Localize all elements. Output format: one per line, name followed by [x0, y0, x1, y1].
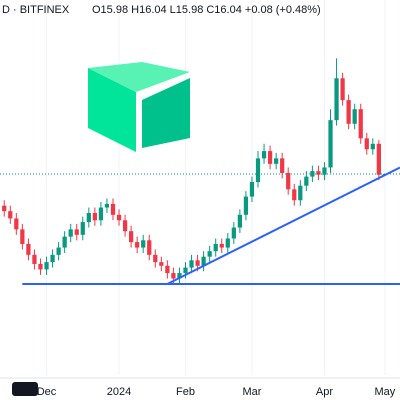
candle-body	[316, 171, 321, 175]
candle-body	[358, 109, 363, 139]
neo-logo	[88, 62, 190, 152]
candle-body	[213, 243, 218, 252]
tv-logo	[12, 382, 38, 396]
candle-body	[122, 220, 128, 232]
candle-body	[129, 231, 134, 243]
candle-body	[340, 78, 345, 101]
candle-body	[189, 260, 194, 268]
candle-body	[225, 238, 230, 248]
candle-body	[328, 120, 333, 168]
candle-body	[98, 207, 104, 221]
candle-body	[26, 243, 31, 255]
candle-body	[231, 227, 236, 239]
candle-body	[135, 242, 140, 248]
candle-body	[376, 143, 381, 175]
candle-body	[116, 214, 122, 221]
candle-body	[261, 151, 267, 159]
candle-body	[370, 143, 375, 150]
candle-body	[195, 260, 200, 266]
candle-body	[207, 251, 212, 257]
candle-body	[304, 176, 309, 186]
candle-body	[255, 158, 261, 183]
symbol: D · BITFINEX	[2, 4, 70, 16]
candle-body	[346, 100, 351, 124]
candle-body	[2, 205, 7, 212]
candle-body	[68, 229, 73, 237]
candle-body	[298, 185, 303, 201]
candle-body	[32, 254, 37, 264]
candle-body	[104, 203, 110, 208]
candle-body	[159, 262, 164, 266]
candle-body	[80, 222, 85, 235]
candle-body	[364, 138, 369, 150]
candle-body	[50, 254, 55, 263]
x-tick-label: Feb	[176, 386, 195, 398]
candle-body	[74, 229, 79, 235]
candle-body	[237, 214, 242, 228]
candle-body	[177, 273, 182, 279]
candle-body	[86, 212, 91, 223]
plot-area	[0, 0, 400, 375]
candle-body	[8, 211, 13, 219]
candle-body	[147, 240, 152, 255]
candle-body	[249, 182, 255, 197]
candle-body	[352, 109, 357, 124]
candle-body	[219, 243, 224, 248]
candle-body	[141, 240, 146, 248]
candle-body	[274, 158, 279, 164]
candle-body	[110, 203, 116, 215]
candle-body	[286, 172, 291, 190]
candle-body	[201, 256, 206, 266]
candle-body	[243, 196, 249, 215]
candle-body	[56, 247, 61, 255]
candle-body	[20, 229, 25, 244]
candle-body	[292, 189, 297, 201]
candle-body	[322, 167, 327, 175]
candle-body	[165, 265, 170, 274]
candle-body	[38, 263, 43, 270]
candle-body	[280, 158, 285, 173]
candle-body	[62, 236, 67, 248]
candle-body	[183, 267, 188, 274]
candle-body	[14, 218, 19, 230]
candle-body	[153, 254, 158, 263]
x-tick-label: May	[375, 386, 396, 398]
candle-body	[267, 151, 273, 164]
x-tick-label: 2024	[107, 386, 131, 398]
x-tick-label: Dec	[37, 386, 57, 398]
candle-body	[171, 273, 176, 279]
x-tick-label: Apr	[316, 386, 333, 398]
candle-body	[92, 212, 97, 221]
candle-body	[44, 262, 49, 270]
trendline	[166, 166, 400, 285]
candle-body	[334, 78, 339, 121]
ohlc-legend: O15.98 H16.04 L15.98 C16.04 +0.08 (+0.48…	[92, 4, 321, 16]
x-tick-label: Mar	[242, 386, 261, 398]
